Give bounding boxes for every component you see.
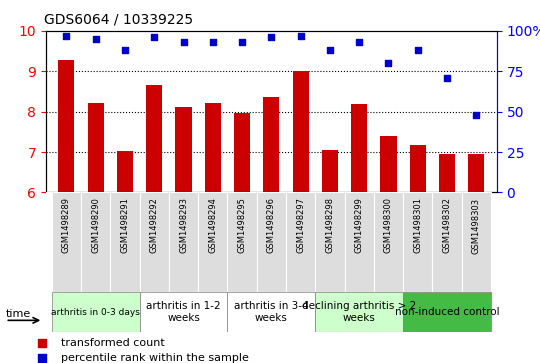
Bar xyxy=(374,192,403,292)
Text: arthritis in 3-4
weeks: arthritis in 3-4 weeks xyxy=(234,301,309,323)
Text: GSM1498302: GSM1498302 xyxy=(442,197,451,253)
Point xyxy=(179,39,188,45)
Text: GSM1498294: GSM1498294 xyxy=(208,197,217,253)
Point xyxy=(472,112,481,118)
Text: time: time xyxy=(5,309,31,319)
Point xyxy=(91,36,100,42)
Text: GDS6064 / 10339225: GDS6064 / 10339225 xyxy=(44,13,193,27)
Text: GSM1498291: GSM1498291 xyxy=(120,197,130,253)
Bar xyxy=(58,60,75,192)
Bar xyxy=(351,104,367,192)
Point xyxy=(208,39,217,45)
Bar xyxy=(146,85,163,192)
Bar xyxy=(433,192,462,292)
Bar xyxy=(169,192,198,292)
Text: GSM1498299: GSM1498299 xyxy=(355,197,363,253)
Bar xyxy=(110,192,140,292)
Point xyxy=(355,39,363,45)
Point xyxy=(326,47,334,53)
Text: GSM1498301: GSM1498301 xyxy=(413,197,422,253)
Point xyxy=(120,47,129,53)
Text: GSM1498292: GSM1498292 xyxy=(150,197,159,253)
Text: GSM1498300: GSM1498300 xyxy=(384,197,393,253)
Bar xyxy=(140,292,227,332)
Bar xyxy=(52,192,81,292)
Bar xyxy=(345,192,374,292)
Bar xyxy=(380,136,396,192)
Bar xyxy=(264,98,279,192)
Bar xyxy=(293,71,309,192)
Bar xyxy=(468,154,484,192)
Bar xyxy=(256,192,286,292)
Text: GSM1498296: GSM1498296 xyxy=(267,197,276,253)
Text: GSM1498289: GSM1498289 xyxy=(62,197,71,253)
Point xyxy=(296,33,305,38)
Bar xyxy=(439,154,455,192)
Bar xyxy=(403,192,433,292)
Bar xyxy=(140,192,169,292)
Bar xyxy=(462,192,491,292)
Bar xyxy=(46,192,52,292)
Bar xyxy=(205,103,221,192)
Text: GSM1498295: GSM1498295 xyxy=(238,197,247,253)
Bar xyxy=(52,292,140,332)
Bar xyxy=(234,113,250,192)
Point xyxy=(150,34,159,40)
Point xyxy=(238,39,246,45)
Bar xyxy=(322,150,338,192)
Point xyxy=(414,47,422,53)
Bar xyxy=(315,192,345,292)
Point xyxy=(384,60,393,66)
Point xyxy=(398,303,407,309)
Text: arthritis in 0-3 days: arthritis in 0-3 days xyxy=(51,308,140,317)
Text: GSM1498298: GSM1498298 xyxy=(326,197,334,253)
Text: transformed count: transformed count xyxy=(61,338,165,348)
Point xyxy=(267,34,276,40)
Text: GSM1498290: GSM1498290 xyxy=(91,197,100,253)
Bar xyxy=(227,292,315,332)
Text: GSM1498293: GSM1498293 xyxy=(179,197,188,253)
Bar xyxy=(117,151,133,192)
Text: GSM1498297: GSM1498297 xyxy=(296,197,305,253)
Text: GSM1498303: GSM1498303 xyxy=(472,197,481,253)
Point xyxy=(62,33,71,38)
Bar xyxy=(81,192,110,292)
Bar xyxy=(87,103,104,192)
Bar xyxy=(227,192,256,292)
Point xyxy=(443,75,451,81)
Bar xyxy=(198,192,227,292)
Bar xyxy=(315,292,403,332)
Text: arthritis in 1-2
weeks: arthritis in 1-2 weeks xyxy=(146,301,221,323)
Text: declining arthritis > 2
weeks: declining arthritis > 2 weeks xyxy=(302,301,416,323)
Text: percentile rank within the sample: percentile rank within the sample xyxy=(61,353,249,363)
Bar xyxy=(286,192,315,292)
Bar xyxy=(176,107,192,192)
Bar xyxy=(410,145,426,192)
Point xyxy=(398,162,407,168)
Text: non-induced control: non-induced control xyxy=(395,307,500,317)
Bar xyxy=(403,292,491,332)
